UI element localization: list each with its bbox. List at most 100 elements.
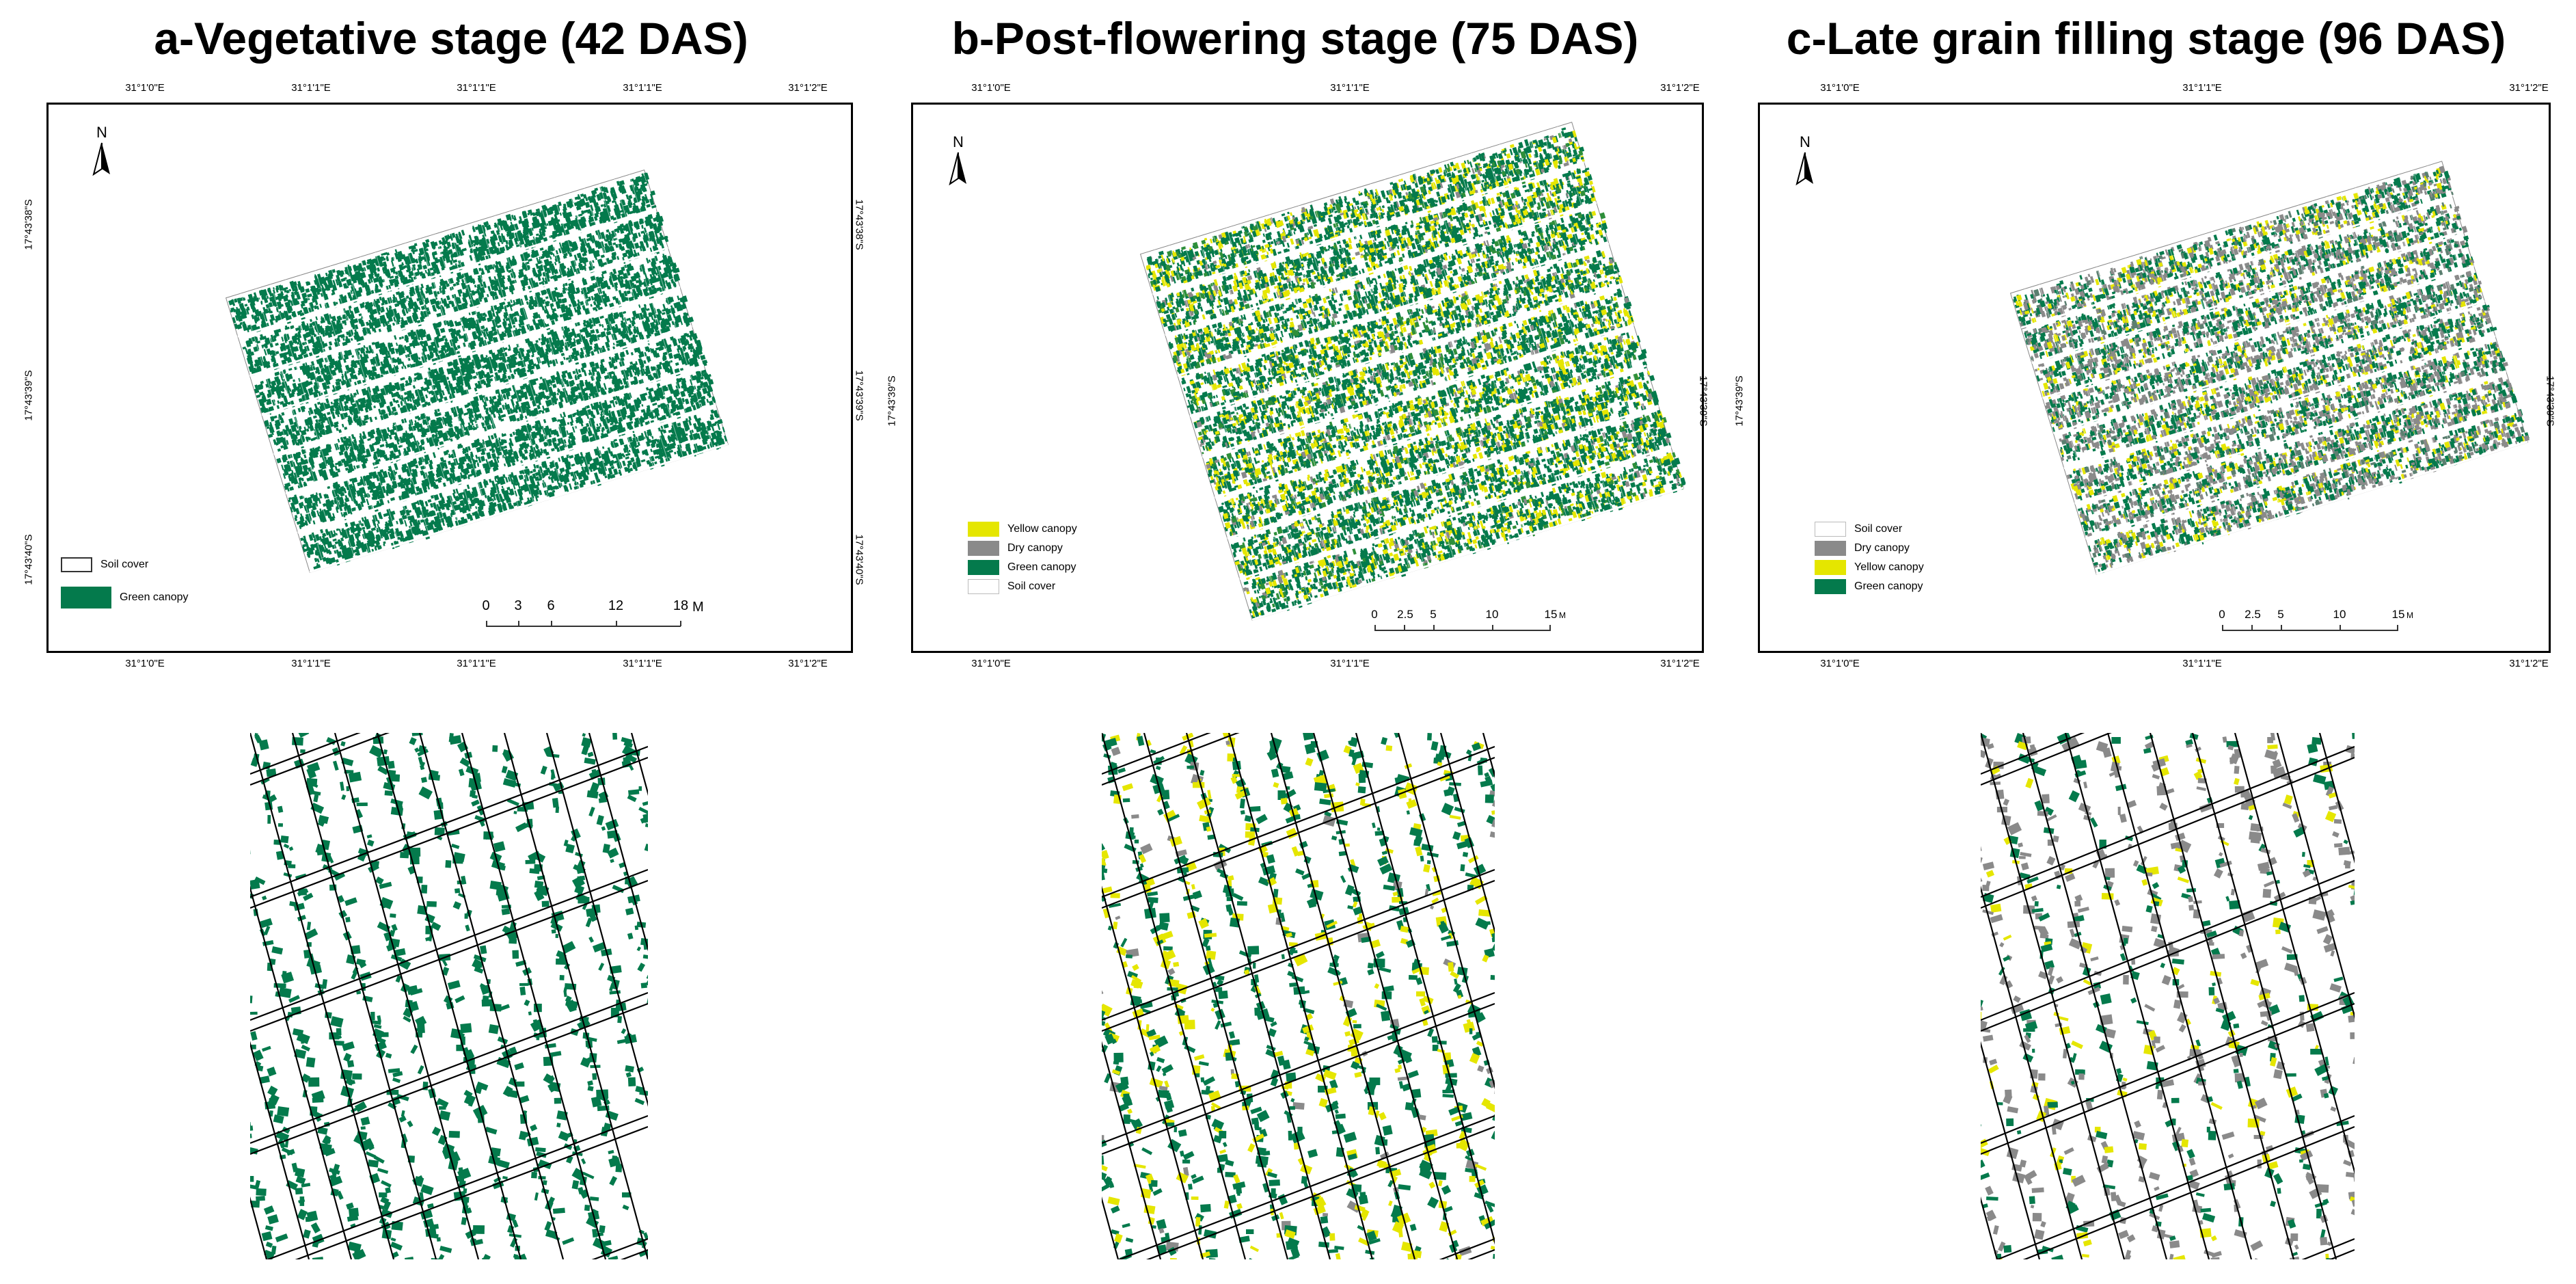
panel-b-field-map — [1139, 122, 1686, 621]
panel-a-lon-bot-3: 31°1'1"E — [457, 658, 496, 669]
panel-b-lat-right: 17°43'39"S — [1698, 375, 1709, 426]
scalebar-tick-label: 6 — [547, 598, 554, 614]
scalebar-tick-label: 3 — [514, 598, 521, 614]
panel-c-title: c-Late grain filling stage (96 DAS) — [1722, 4, 2570, 72]
panel-a-lon-top-1: 31°1'0"E — [125, 82, 165, 94]
scalebar-tick-label: 5 — [2277, 608, 2283, 621]
panel-b-lon-bot-3: 31°1'2"E — [1660, 658, 1700, 669]
legend-label: Soil cover — [100, 559, 148, 571]
scalebar-line — [2222, 630, 2398, 631]
panel-a-lat-right-3: 17°43'40"S — [854, 534, 865, 585]
scalebar-unit: M — [1559, 611, 1566, 620]
panel-a-lon-top-2: 31°1'1"E — [291, 82, 331, 94]
panel-a-lat-right-1: 17°43'38"S — [854, 199, 865, 250]
panel-c-zoom-inset — [1981, 733, 2355, 1259]
panel-a-lon-bot-2: 31°1'1"E — [291, 658, 331, 669]
legend-label: Soil cover — [1854, 523, 1902, 535]
panel-b-field-plots — [1139, 122, 1686, 621]
north-arrow-icon: N — [88, 124, 116, 178]
panel-a-lon-top-5: 31°1'2"E — [788, 82, 828, 94]
legend-item: Soil cover — [61, 556, 148, 574]
panel-c-zoom-plots — [1981, 733, 2355, 1259]
panel-c-lon-top-1: 31°1'0"E — [1820, 82, 1860, 94]
scalebar-tick-label: 18 — [673, 598, 688, 614]
scalebar-tick-label: 12 — [608, 598, 623, 614]
legend-item: Yellow canopy — [968, 520, 1077, 538]
panel-a-lat-left-1: 17°43'38"S — [23, 199, 35, 250]
scalebar-tick-label: 10 — [1486, 608, 1499, 621]
panel-a-field-map — [225, 169, 729, 574]
scalebar-tick-label: 2.5 — [2245, 608, 2261, 621]
panel-b-scalebar: 0 2.5 5 10 15 M — [1371, 608, 1566, 642]
panel-b-zoom-plots — [1102, 733, 1495, 1259]
panel-c-lat-right: 17°43'39"S — [2545, 375, 2556, 426]
panel-a-zoom-plots — [250, 733, 648, 1259]
panel-c-field-plots — [2009, 161, 2530, 575]
legend-label: Dry canopy — [1007, 542, 1063, 554]
panel-c-lon-bot-3: 31°1'2"E — [2509, 658, 2549, 669]
legend-item: Yellow canopy — [1815, 559, 1924, 576]
legend-swatch — [968, 560, 999, 575]
north-arrow-icon: N — [1791, 133, 1819, 188]
scalebar-tick-label: 5 — [1430, 608, 1436, 621]
legend-swatch — [968, 522, 999, 537]
legend-item: Soil cover — [968, 578, 1055, 596]
legend-item: Green canopy — [1815, 578, 1923, 596]
panel-a-lon-bot-5: 31°1'2"E — [788, 658, 828, 669]
legend-label: Soil cover — [1007, 580, 1055, 593]
legend-item: Dry canopy — [1815, 539, 1910, 557]
legend-swatch — [1815, 522, 1846, 537]
legend-label: Green canopy — [120, 591, 189, 604]
panel-b-lon-top-2: 31°1'1"E — [1330, 82, 1370, 94]
legend-swatch — [1815, 579, 1846, 594]
legend-item: Dry canopy — [968, 539, 1063, 557]
panel-a-lon-top-4: 31°1'1"E — [623, 82, 662, 94]
legend-label: Yellow canopy — [1854, 561, 1924, 574]
scalebar-tick-label: 0 — [1371, 608, 1377, 621]
panel-b-title: b-Post-flowering stage (75 DAS) — [889, 4, 1702, 72]
legend-item: Green canopy — [968, 559, 1076, 576]
panel-a-zoom-inset — [250, 733, 648, 1259]
panel-a-lat-left-2: 17°43'39"S — [23, 370, 35, 420]
legend-swatch — [968, 541, 999, 556]
panel-b-lat-left: 17°43'39"S — [886, 375, 898, 426]
panel-b-map-frame: N Yellow canopy Dry canopy Green canopy — [911, 103, 1704, 653]
panel-a-lon-top-3: 31°1'1"E — [457, 82, 496, 94]
panel-c-map-frame: N Soil cover Dry canopy Yellow canopy — [1758, 103, 2551, 653]
legend-label: Green canopy — [1007, 561, 1076, 574]
legend-item: Green canopy — [61, 587, 189, 608]
legend-swatch — [968, 579, 999, 594]
north-arrow-icon: N — [945, 133, 972, 188]
panel-b-lon-bot-1: 31°1'0"E — [971, 658, 1011, 669]
panel-a-lat-right-2: 17°43'39"S — [854, 370, 865, 420]
panel-b-lon-top-1: 31°1'0"E — [971, 82, 1011, 94]
panel-c-lat-left: 17°43'39"S — [1734, 375, 1746, 426]
scalebar-line — [1374, 630, 1551, 631]
scalebar-unit: M — [2406, 611, 2413, 620]
scalebar-unit: M — [692, 600, 704, 615]
scalebar-line — [486, 626, 681, 627]
panel-c-lon-bot-2: 31°1'1"E — [2182, 658, 2222, 669]
panel-c-lon-top-2: 31°1'1"E — [2182, 82, 2222, 94]
legend-item: Soil cover — [1815, 520, 1902, 538]
scalebar-tick-label: 10 — [2333, 608, 2346, 621]
legend-swatch — [1815, 541, 1846, 556]
panel-b-lon-top-3: 31°1'2"E — [1660, 82, 1700, 94]
legend-swatch — [1815, 560, 1846, 575]
panel-c-lon-bot-1: 31°1'0"E — [1820, 658, 1860, 669]
scalebar-tick-label: 15 — [1545, 608, 1558, 621]
panel-c-field-map — [2009, 161, 2530, 575]
legend-swatch — [61, 587, 111, 608]
panel-a-map-frame: N Soil cover Green canopy 0 3 6 12 1 — [46, 103, 853, 653]
panel-a-scalebar: 0 3 6 12 18 M — [482, 598, 705, 639]
legend-swatch — [61, 557, 92, 572]
panel-b-zoom-inset — [1102, 733, 1495, 1259]
panel-a-lon-bot-1: 31°1'0"E — [125, 658, 165, 669]
panel-a-field-plots — [225, 169, 729, 574]
panel-c-scalebar: 0 2.5 5 10 15 M — [2219, 608, 2413, 642]
legend-label: Dry canopy — [1854, 542, 1910, 554]
panel-a-lat-left-3: 17°43'40"S — [23, 534, 35, 585]
panel-c-lon-top-3: 31°1'2"E — [2509, 82, 2549, 94]
scalebar-tick-label: 0 — [482, 598, 489, 614]
panel-a-lon-bot-4: 31°1'1"E — [623, 658, 662, 669]
